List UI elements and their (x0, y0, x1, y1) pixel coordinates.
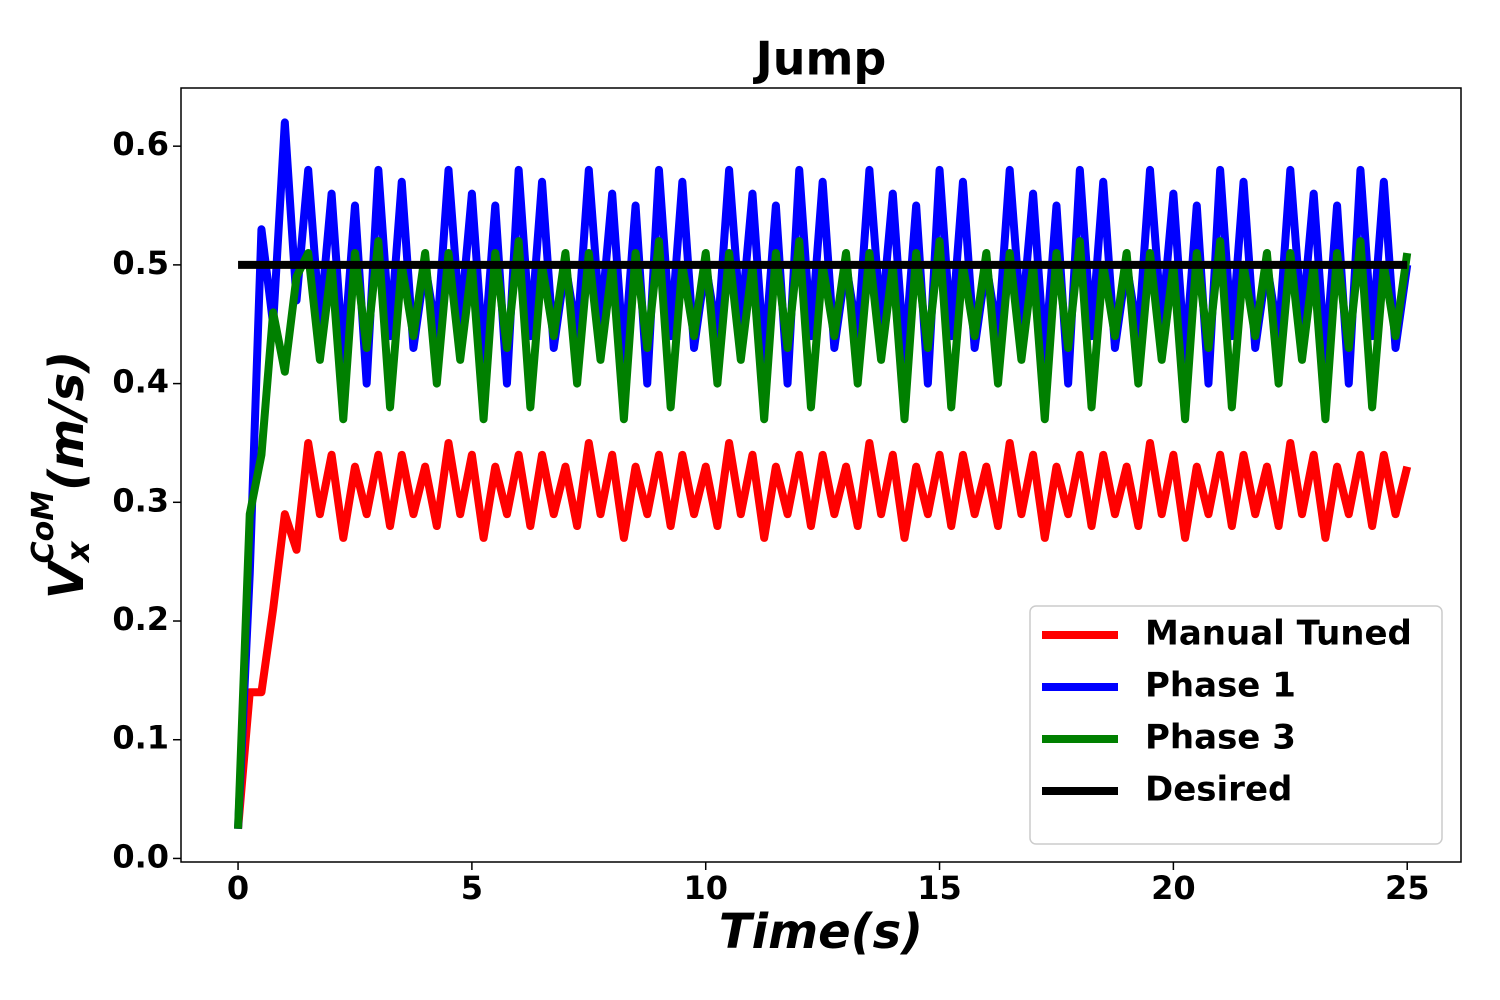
legend-box (1029, 605, 1443, 845)
y-label-base: V (39, 558, 95, 599)
x-tick-label: 10 (683, 869, 728, 907)
y-tick-label: 0.5 (112, 244, 169, 282)
legend-label: Desired (1145, 770, 1292, 810)
x-tick-label: 20 (1151, 869, 1196, 907)
y-tick-label: 0.1 (112, 719, 169, 757)
y-label-sup: CoM (26, 491, 61, 564)
y-tick-label: 0.0 (112, 837, 169, 875)
legend: Manual Tuned Phase 1 Phase 3 Desired (1029, 605, 1443, 845)
series-line (234, 438, 1412, 830)
y-label-sub: x (59, 540, 97, 564)
y-tick-label: 0.2 (112, 600, 169, 638)
chart-title: Jump (753, 32, 887, 86)
x-tick-label: 15 (917, 869, 962, 907)
x-tick-label: 0 (227, 869, 249, 907)
y-tick-label: 0.6 (112, 125, 169, 163)
x-axis-label: Time(s) (719, 904, 923, 960)
x-tick-label: 5 (461, 869, 483, 907)
y-tick-label: 0.4 (112, 363, 169, 401)
legend-label: Manual Tuned (1145, 614, 1412, 654)
y-axis-label: VxCoM(m/s) (26, 351, 98, 599)
legend-label: Phase 3 (1145, 718, 1296, 758)
y-label-unit: (m/s) (39, 351, 95, 491)
legend-label: Phase 1 (1145, 666, 1296, 706)
plot-frame (180, 87, 1462, 863)
y-tick-label: 0.3 (112, 481, 169, 519)
x-tick-label: 25 (1385, 869, 1430, 907)
